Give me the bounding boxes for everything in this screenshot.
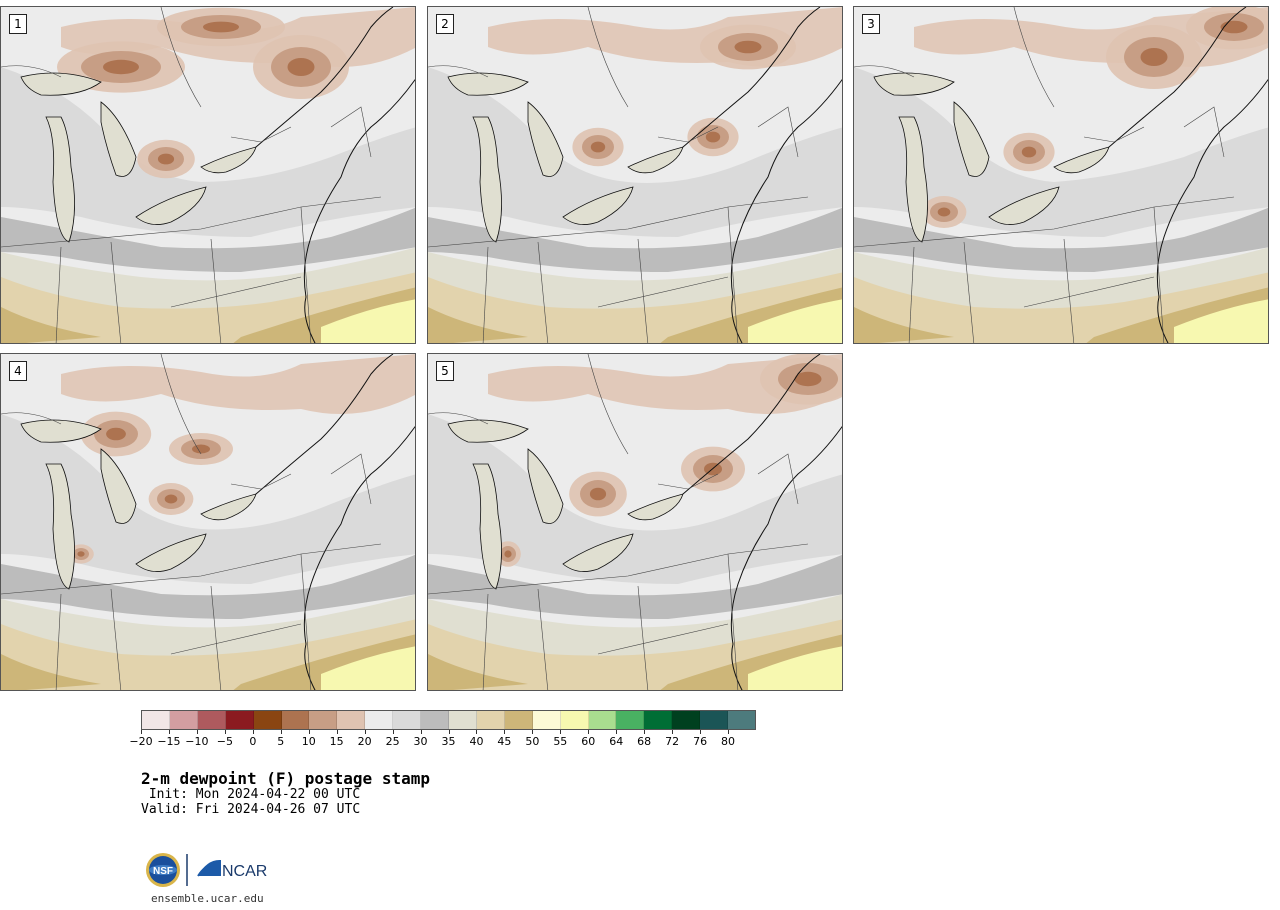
colorbar-tick — [700, 730, 702, 734]
colorbar-tick-label: 68 — [637, 735, 652, 748]
colorbar-tick-label: 80 — [721, 735, 736, 748]
colorbar-tick-label: 20 — [357, 735, 372, 748]
colorbar-swatch — [365, 711, 394, 729]
panel-number-label: 1 — [9, 14, 27, 34]
colorbar-swatch — [588, 711, 617, 729]
colorbar-swatch — [281, 711, 310, 729]
colorbar-tick — [280, 730, 282, 734]
colorbar-tick-label: 50 — [525, 735, 540, 748]
ncar-mark-icon — [197, 858, 221, 877]
colorbar-swatch — [560, 711, 589, 729]
colorbar-tick-label: 15 — [329, 735, 344, 748]
map-panel-2[interactable]: 2 — [427, 6, 843, 344]
colorbar-tick-label: 76 — [693, 735, 708, 748]
figure-title: 2-m dewpoint (F) postage stamp — [141, 769, 430, 788]
panel-number-label: 5 — [436, 361, 454, 381]
map-panel-3[interactable]: 3 — [853, 6, 1269, 344]
colorbar-swatch — [197, 711, 226, 729]
footer-url: ensemble.ucar.edu — [151, 892, 264, 905]
ncar-logo-text: NCAR — [222, 863, 267, 880]
colorbar-tick-label: 72 — [665, 735, 680, 748]
colorbar-tick — [141, 730, 142, 734]
colorbar-tick-labels: −20 −15 −10 −5 0 5 10 15 20 25 30 35 40 45 50 55 60 64 68 7… — [129, 730, 756, 750]
panel-number-label: 2 — [436, 14, 454, 34]
colorbar-swatch — [142, 711, 170, 729]
colorbar-swatch — [169, 711, 198, 729]
colorbar-tick-label: 60 — [581, 735, 596, 748]
panel-number-label: 4 — [9, 361, 27, 381]
colorbar-tick-label: 0 — [249, 735, 257, 748]
panel-number-label: 3 — [862, 14, 880, 34]
colorbar-tick — [420, 730, 422, 734]
colorbar-tick — [336, 730, 338, 734]
colorbar-swatch — [448, 711, 477, 729]
colorbar-swatch — [672, 711, 701, 729]
colorbar-swatch — [728, 711, 755, 729]
dewpoint-map-1 — [1, 7, 415, 343]
colorbar-tick-label: 64 — [609, 735, 624, 748]
init-time: Init: Mon 2024-04-22 00 UTC — [141, 787, 361, 802]
nsf-logo-text: NSF — [153, 866, 173, 877]
dewpoint-map-3 — [854, 7, 1268, 343]
dewpoint-map-5 — [428, 354, 842, 690]
colorbar-tick-label: −10 — [185, 735, 209, 748]
colorbar-tick-label: 25 — [385, 735, 400, 748]
colorbar-tick-label: 40 — [469, 735, 484, 748]
colorbar-swatch — [393, 711, 422, 729]
colorbar-tick-label: 10 — [301, 735, 316, 748]
map-panel-5[interactable]: 5 — [427, 353, 843, 691]
map-panel-4[interactable]: 4 — [0, 353, 416, 691]
colorbar-tick — [252, 730, 254, 734]
colorbar-swatch — [309, 711, 338, 729]
colorbar-swatch — [644, 711, 673, 729]
nsf-ncar-logo: NSF NCAR — [146, 853, 267, 887]
colorbar-swatch — [700, 711, 729, 729]
colorbar-tick-label: 45 — [497, 735, 512, 748]
map-panel-1[interactable]: 1 — [0, 6, 416, 344]
colorbar-tick-label: −20 — [129, 735, 153, 748]
colorbar-swatch — [421, 711, 449, 729]
colorbar-swatch — [532, 711, 561, 729]
colorbar-tick — [644, 730, 646, 734]
colorbar-tick — [476, 730, 478, 734]
colorbar-tick — [588, 730, 590, 734]
colorbar — [141, 710, 756, 730]
colorbar-tick — [728, 730, 730, 734]
colorbar-tick — [364, 730, 366, 734]
colorbar-tick — [308, 730, 310, 734]
nsf-globe-icon: NSF — [146, 853, 180, 887]
valid-time: Valid: Fri 2024-04-26 07 UTC — [141, 802, 361, 817]
dewpoint-map-4 — [1, 354, 415, 690]
colorbar-tick-label: 55 — [553, 735, 568, 748]
colorbar-tick-label: 30 — [413, 735, 428, 748]
colorbar-tick-label: 35 — [441, 735, 456, 748]
colorbar-swatch — [225, 711, 254, 729]
dewpoint-map-2 — [428, 7, 842, 343]
colorbar-tick — [168, 730, 170, 734]
colorbar-tick-label: −15 — [157, 735, 181, 748]
colorbar-tick — [196, 730, 198, 734]
colorbar-swatch — [476, 711, 505, 729]
colorbar-swatch — [616, 711, 645, 729]
colorbar-swatch — [504, 711, 533, 729]
colorbar-tick — [504, 730, 506, 734]
colorbar-tick — [224, 730, 226, 734]
colorbar-swatch — [253, 711, 282, 729]
colorbar-swatch — [337, 711, 366, 729]
colorbar-tick — [532, 730, 534, 734]
colorbar-tick — [672, 730, 674, 734]
colorbar-tick-label: 5 — [277, 735, 285, 748]
colorbar-tick — [392, 730, 394, 734]
colorbar-tick — [448, 730, 450, 734]
colorbar-tick — [616, 730, 618, 734]
colorbar-tick-label: −5 — [216, 735, 233, 748]
colorbar-tick — [560, 730, 562, 734]
